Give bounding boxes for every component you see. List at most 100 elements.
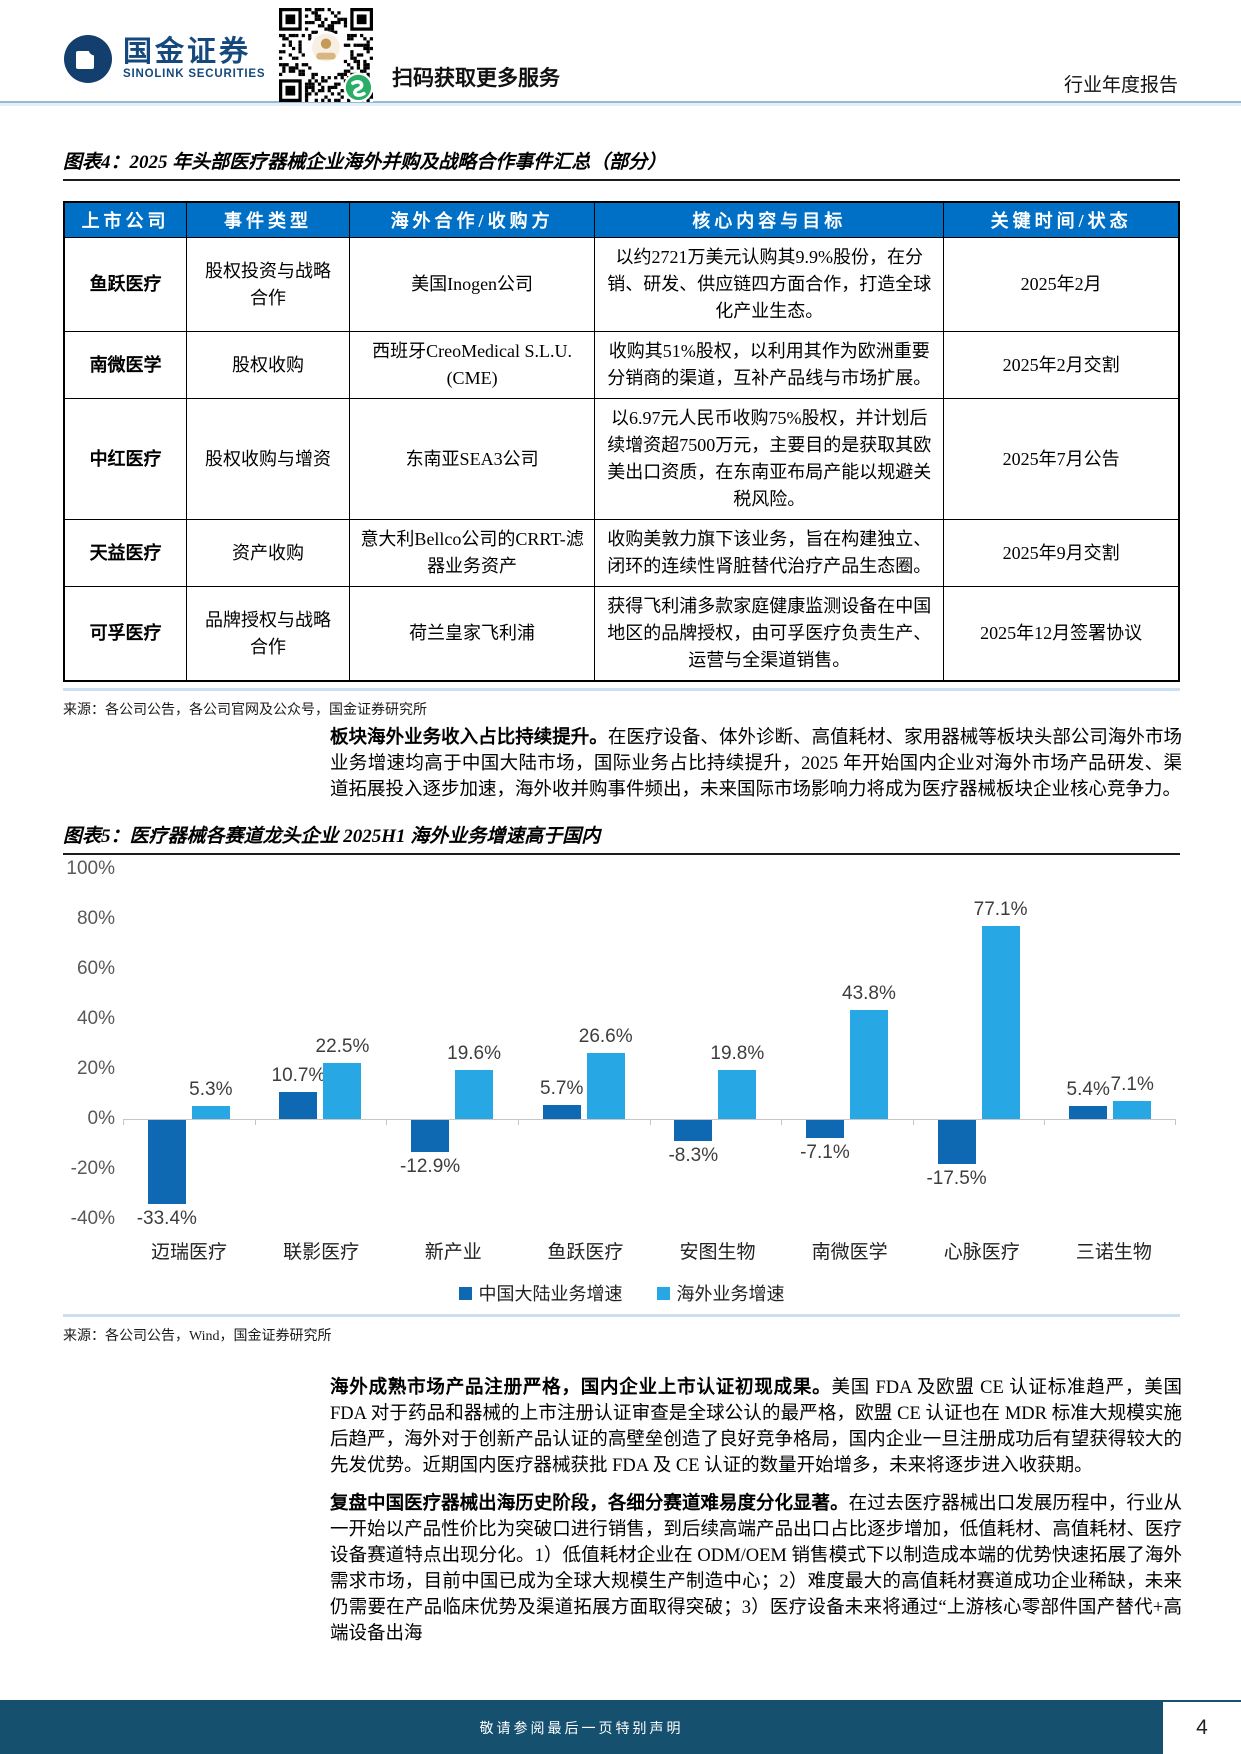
bar-value-label: 10.7% [271, 1065, 326, 1087]
x-axis-tick [649, 1119, 651, 1125]
y-axis-tick-label: -20% [70, 1158, 115, 1179]
table-cell: 荷兰皇家飞利浦 [348, 586, 596, 682]
page-number: 4 [1196, 1716, 1208, 1739]
legend-label: 中国大陆业务增速 [478, 1284, 623, 1304]
bar-group: -17.5% 77.1% [913, 869, 1045, 1219]
bar-overseas-growth [323, 1062, 362, 1119]
category-label: 心脉医疗 [943, 1242, 1020, 1263]
bar-mainland-growth [937, 1120, 976, 1164]
bar-overseas-growth [718, 1069, 757, 1119]
paragraph-body: 在医疗设备、体外诊断、高值耗材、家用器械等板块头部公司海外市场业务增速均高于中国… [330, 728, 1182, 800]
table-cell-company: 南微医学 [63, 331, 188, 399]
table-cell: 以约2721万美元认购其9.9%股份，在分销、研发、供应链四方面合作，打造全球化… [594, 237, 945, 332]
bar-value-label: -17.5% [926, 1167, 987, 1189]
table-cell: 资产收购 [186, 519, 350, 587]
bar-overseas-growth [849, 1009, 888, 1119]
x-axis-tick [781, 1119, 783, 1125]
category-label: 安图生物 [679, 1242, 756, 1263]
x-axis-tick [1175, 1119, 1176, 1125]
table-header-cell: 核心内容与目标 [594, 201, 945, 238]
table-cell: 美国Inogen公司 [348, 237, 596, 332]
bar-value-label: 43.8% [842, 982, 896, 1004]
table-row: 天益医疗 资产收购 意大利Bellco公司的CRRT-滤器业务资产 收购美敦力旗下该业… [63, 519, 1180, 587]
page-header: 国金证券 SINOLINK SECURITIES 扫码获取更多服务 行业年度报告 [0, 0, 1241, 103]
table-cell: 股权投资与战略合作 [186, 237, 350, 332]
category-label: 新产业 [424, 1242, 482, 1263]
x-axis-tick [517, 1119, 519, 1125]
page-content: 图表4：2025 年头部医疗器械企业海外并购及战略合作事件汇总（部分） 上市公司… [0, 147, 1241, 1647]
bar-value-label: -33.4% [136, 1207, 197, 1229]
table-cell: 以6.97元人民币收购75%股权，并计划后续增资超7500万元，主要目的是获取其… [594, 398, 945, 520]
table-cell: 股权收购与增资 [186, 398, 350, 520]
paragraph-registration: 海外成熟市场产品注册严格，国内企业上市认证初现成果。美国 FDA 及欧盟 CE … [330, 1375, 1182, 1479]
paragraph-lead: 复盘中国医疗器械出海历史阶段，各细分赛道难易度分化显著。 [330, 1494, 849, 1514]
bar-mainland-growth [411, 1120, 450, 1153]
paragraph-body: 美国 FDA 及欧盟 CE 认证标准趋严，美国 FDA 对于药品和器械的上市注册… [330, 1378, 1182, 1476]
bar-value-label: 5.4% [1066, 1078, 1110, 1100]
table-row: 鱼跃医疗 股权投资与战略合作 美国Inogen公司 以约2721万美元认购其9.9%股… [63, 237, 1180, 332]
table-cell-company: 可孚医疗 [63, 586, 188, 682]
bar-overseas-growth [586, 1052, 625, 1119]
brand-name-en: SINOLINK SECURITIES [123, 67, 266, 80]
qr-caption: 扫码获取更多服务 [392, 67, 560, 90]
bar-value-label: 5.7% [540, 1077, 584, 1099]
table-header-cell: 海外合作/收购方 [348, 201, 596, 238]
paragraph-export-history: 复盘中国医疗器械出海历史阶段，各细分赛道难易度分化显著。在过去医疗器械出口发展历… [330, 1491, 1182, 1647]
figure4-title-rule [63, 179, 1180, 181]
table-cell: 2025年7月公告 [943, 398, 1180, 520]
chart-legend: 中国大陆业务增速 海外业务增速 [63, 1280, 1180, 1306]
y-axis-tick-label: 80% [76, 908, 115, 929]
ma-events-table-body: 鱼跃医疗 股权投资与战略合作 美国Inogen公司 以约2721万美元认购其9.9%股… [63, 237, 1180, 682]
footer-bar: 敬请参阅最后一页特别声明 [0, 1702, 1163, 1754]
figure4-source-note: 来源：各公司公告，各公司官网及公众号，国金证券研究所 [63, 703, 427, 718]
table-cell: 获得飞利浦多款家庭健康监测设备在中国地区的品牌授权，由可孚医疗负责生产、运营与全… [594, 586, 945, 682]
paragraph-lead: 板块海外业务收入占比持续提升。 [330, 728, 608, 748]
x-axis-tick [123, 1119, 124, 1125]
bar-value-label: -12.9% [399, 1156, 461, 1178]
figure5-source-note: 来源：各公司公告，Wind，国金证券研究所 [63, 1329, 332, 1344]
bar-mainland-growth [1069, 1105, 1108, 1119]
category-label: 三诺生物 [1075, 1242, 1152, 1263]
bar-value-label: 26.6% [578, 1025, 633, 1047]
paragraph-lead: 海外成熟市场产品注册严格，国内企业上市认证初现成果。 [330, 1378, 832, 1398]
bar-value-label: -8.3% [668, 1144, 719, 1166]
brand-name-cn: 国金证券 [123, 35, 252, 68]
figure4-title: 图表4：2025 年头部医疗器械企业海外并购及战略合作事件汇总（部分） [63, 152, 667, 173]
table-cell: 意大利Bellco公司的CRRT-滤器业务资产 [348, 519, 596, 587]
legend-item: 海外业务增速 [656, 1280, 785, 1306]
bar-value-label: 5.3% [189, 1078, 233, 1100]
bar-mainland-growth [147, 1120, 186, 1204]
table-header-cell: 事件类型 [186, 201, 350, 238]
table-header-row: 上市公司 事件类型 海外合作/收购方 核心内容与目标 关键时间/状态 [63, 201, 1180, 238]
bar-value-label: 19.6% [447, 1043, 501, 1064]
bar-overseas-growth [455, 1070, 494, 1119]
bar-value-label: 22.5% [315, 1035, 370, 1057]
x-axis-tick [1044, 1119, 1046, 1125]
bar-value-label: 19.8% [710, 1042, 765, 1064]
paragraph-overseas-revenue: 板块海外业务收入占比持续提升。在医疗设备、体外诊断、高值耗材、家用器械等板块头部… [330, 725, 1182, 803]
table-cell-company: 天益医疗 [63, 519, 188, 587]
bar-group: 5.7% 26.6% [518, 869, 650, 1219]
report-type-label: 行业年度报告 [1063, 75, 1178, 96]
disclaimer-text: 敬请参阅最后一页特别声明 [479, 1722, 684, 1737]
y-axis-tick-label: 100% [66, 858, 115, 879]
ma-events-table-head: 上市公司 事件类型 海外合作/收购方 核心内容与目标 关键时间/状态 [63, 201, 1180, 238]
table-cell: 股权收购 [186, 331, 350, 399]
table-cell-company: 鱼跃医疗 [63, 237, 188, 332]
y-axis-tick-label: 0% [87, 1108, 115, 1129]
category-label: 南微医学 [811, 1242, 888, 1263]
table-cell: 2025年9月交割 [943, 519, 1180, 587]
bar-group: 5.4% 7.1% [1044, 869, 1176, 1219]
category-label: 鱼跃医疗 [547, 1242, 624, 1263]
bar-mainland-growth [279, 1092, 318, 1119]
bar-overseas-growth [981, 926, 1020, 1119]
logo-icon [64, 35, 112, 83]
bar-mainland-growth [674, 1120, 713, 1141]
bar-group: -7.1% 43.8% [781, 869, 913, 1219]
ma-events-table: 上市公司 事件类型 海外合作/收购方 核心内容与目标 关键时间/状态 鱼跃医疗 股权投资与… [63, 201, 1180, 682]
bar-group: -33.4% 5.3% [123, 869, 255, 1229]
legend-label: 海外业务增速 [676, 1284, 785, 1304]
bar-value-label: 7.1% [1110, 1074, 1154, 1096]
table-cell-company: 中红医疗 [63, 398, 188, 520]
